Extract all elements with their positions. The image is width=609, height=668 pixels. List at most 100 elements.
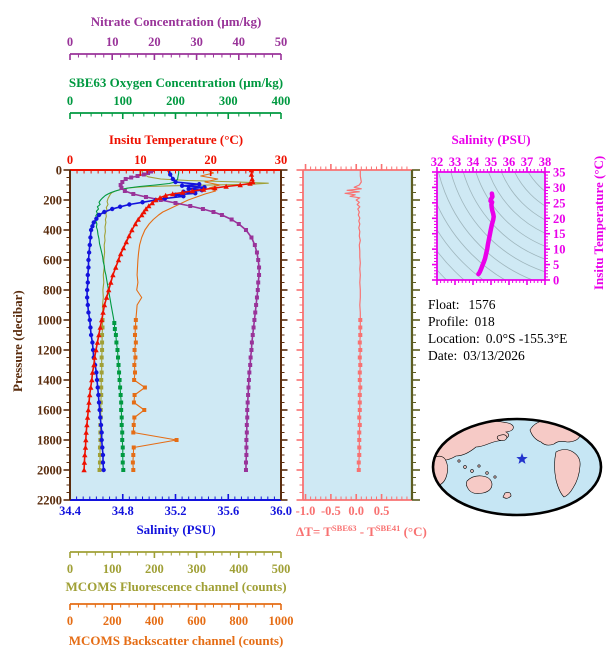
svg-text:36.0: 36.0: [270, 504, 292, 518]
island: [485, 471, 489, 475]
svg-text:36: 36: [503, 155, 516, 169]
svg-text:400: 400: [229, 562, 248, 576]
temperature-axis-title: Insitu Temperature (°C): [109, 132, 243, 147]
profile-number-line: Profile: 018: [428, 314, 495, 329]
location-line: Location: 0.0°S -155.3°E: [428, 331, 567, 346]
svg-text:1200: 1200: [37, 344, 62, 358]
continents: [433, 419, 597, 499]
delta-t-title-sup: SBE63: [332, 523, 357, 533]
svg-text:25: 25: [553, 196, 566, 210]
svg-text:0.0: 0.0: [348, 504, 364, 518]
salinity-axis-title: Salinity (PSU): [136, 522, 215, 537]
svg-text:30: 30: [553, 181, 566, 195]
float-id-line: Float: 1576: [428, 297, 496, 312]
svg-text:500: 500: [272, 562, 291, 576]
svg-text:1800: 1800: [37, 434, 62, 448]
svg-text:0: 0: [553, 274, 559, 288]
landmass: [466, 475, 493, 494]
svg-text:32: 32: [431, 155, 444, 169]
float-info-block: Float: 1576 Profile: 018 Location: 0.0°S -1…: [428, 297, 567, 363]
svg-text:1600: 1600: [37, 404, 62, 418]
ts-salinity-title: Salinity (PSU): [451, 132, 530, 147]
svg-text:400: 400: [272, 94, 291, 108]
svg-text:800: 800: [43, 284, 62, 298]
island: [463, 465, 467, 469]
svg-text:50: 50: [275, 35, 288, 49]
svg-text:40: 40: [233, 35, 246, 49]
nitrate-axis-title: Nitrate Concentration (μm/kg): [91, 14, 262, 29]
svg-text:35: 35: [485, 155, 498, 169]
delta-t-title-sup: SBE41: [376, 523, 401, 533]
svg-text:35.2: 35.2: [165, 504, 187, 518]
svg-text:0: 0: [67, 35, 73, 49]
svg-text:800: 800: [229, 614, 248, 628]
svg-text:400: 400: [43, 224, 62, 238]
svg-text:200: 200: [43, 194, 62, 208]
location-star-icon: [516, 453, 528, 464]
svg-text:30: 30: [275, 153, 288, 167]
svg-text:5: 5: [553, 258, 559, 272]
svg-text:200: 200: [166, 94, 185, 108]
svg-text:200: 200: [145, 562, 164, 576]
main-profile-plot: 0 10 20 30 34.4 34.8 35.2 35.6 36.0 0 200 400 600 800…: [37, 153, 292, 518]
landmass: [554, 449, 581, 498]
svg-text:0: 0: [67, 153, 73, 167]
island: [470, 469, 474, 473]
svg-text:10: 10: [553, 243, 566, 257]
svg-text:2000: 2000: [37, 464, 62, 478]
svg-text:20: 20: [204, 153, 217, 167]
island: [477, 464, 481, 468]
svg-text:200: 200: [103, 614, 122, 628]
landmass: [496, 434, 508, 441]
svg-text:10: 10: [134, 153, 147, 167]
svg-text:10: 10: [106, 35, 119, 49]
svg-text:34.4: 34.4: [59, 504, 82, 518]
world-map: [431, 417, 603, 517]
map-outline: [431, 417, 603, 517]
svg-text:15: 15: [553, 227, 566, 241]
svg-text:34.8: 34.8: [112, 504, 134, 518]
island: [493, 475, 497, 479]
svg-text:0: 0: [56, 164, 62, 178]
svg-text:35: 35: [553, 166, 566, 180]
delta-t-title-part: (°C): [400, 524, 427, 539]
svg-text:1000: 1000: [269, 614, 294, 628]
svg-text:33: 33: [449, 155, 462, 169]
svg-text:34: 34: [467, 155, 480, 169]
svg-text:1400: 1400: [37, 374, 62, 388]
svg-text:1000: 1000: [37, 314, 62, 328]
svg-text:2200: 2200: [37, 494, 62, 508]
svg-text:600: 600: [43, 254, 62, 268]
pressure-axis-title: Pressure (decibar): [10, 290, 25, 392]
svg-text:400: 400: [145, 614, 164, 628]
delta-t-axis-title: ΔT= TSBE63 - TSBE41 (°C): [296, 523, 427, 539]
svg-text:30: 30: [190, 35, 203, 49]
backscatter-axis-title: MCOMS Backscatter channel (counts): [69, 633, 284, 648]
svg-text:300: 300: [187, 562, 206, 576]
island: [457, 459, 461, 463]
ts-temperature-title: Insitu Temperature (°C): [591, 156, 606, 290]
svg-text:100: 100: [113, 94, 132, 108]
svg-text:-1.0: -1.0: [296, 504, 316, 518]
svg-text:0: 0: [67, 94, 73, 108]
svg-text:300: 300: [219, 94, 238, 108]
delta-t-plot: -1.0 -0.5 0.0 0.5: [296, 164, 420, 518]
svg-text:20: 20: [148, 35, 161, 49]
svg-text:100: 100: [103, 562, 122, 576]
svg-text:38: 38: [539, 155, 552, 169]
svg-text:-0.5: -0.5: [321, 504, 341, 518]
svg-text:37: 37: [521, 155, 534, 169]
svg-text:0.5: 0.5: [374, 504, 390, 518]
svg-text:35.6: 35.6: [217, 504, 239, 518]
landmass: [582, 423, 597, 435]
svg-text:20: 20: [553, 212, 566, 226]
delta-t-title-part: - T: [357, 524, 377, 539]
svg-text:0: 0: [67, 562, 73, 576]
svg-text:0: 0: [67, 614, 73, 628]
fluorescence-axis-title: MCOMS Fluorescence channel (counts): [65, 579, 286, 594]
landmass: [502, 492, 512, 499]
delta-t-title-part: ΔT= T: [296, 524, 332, 539]
